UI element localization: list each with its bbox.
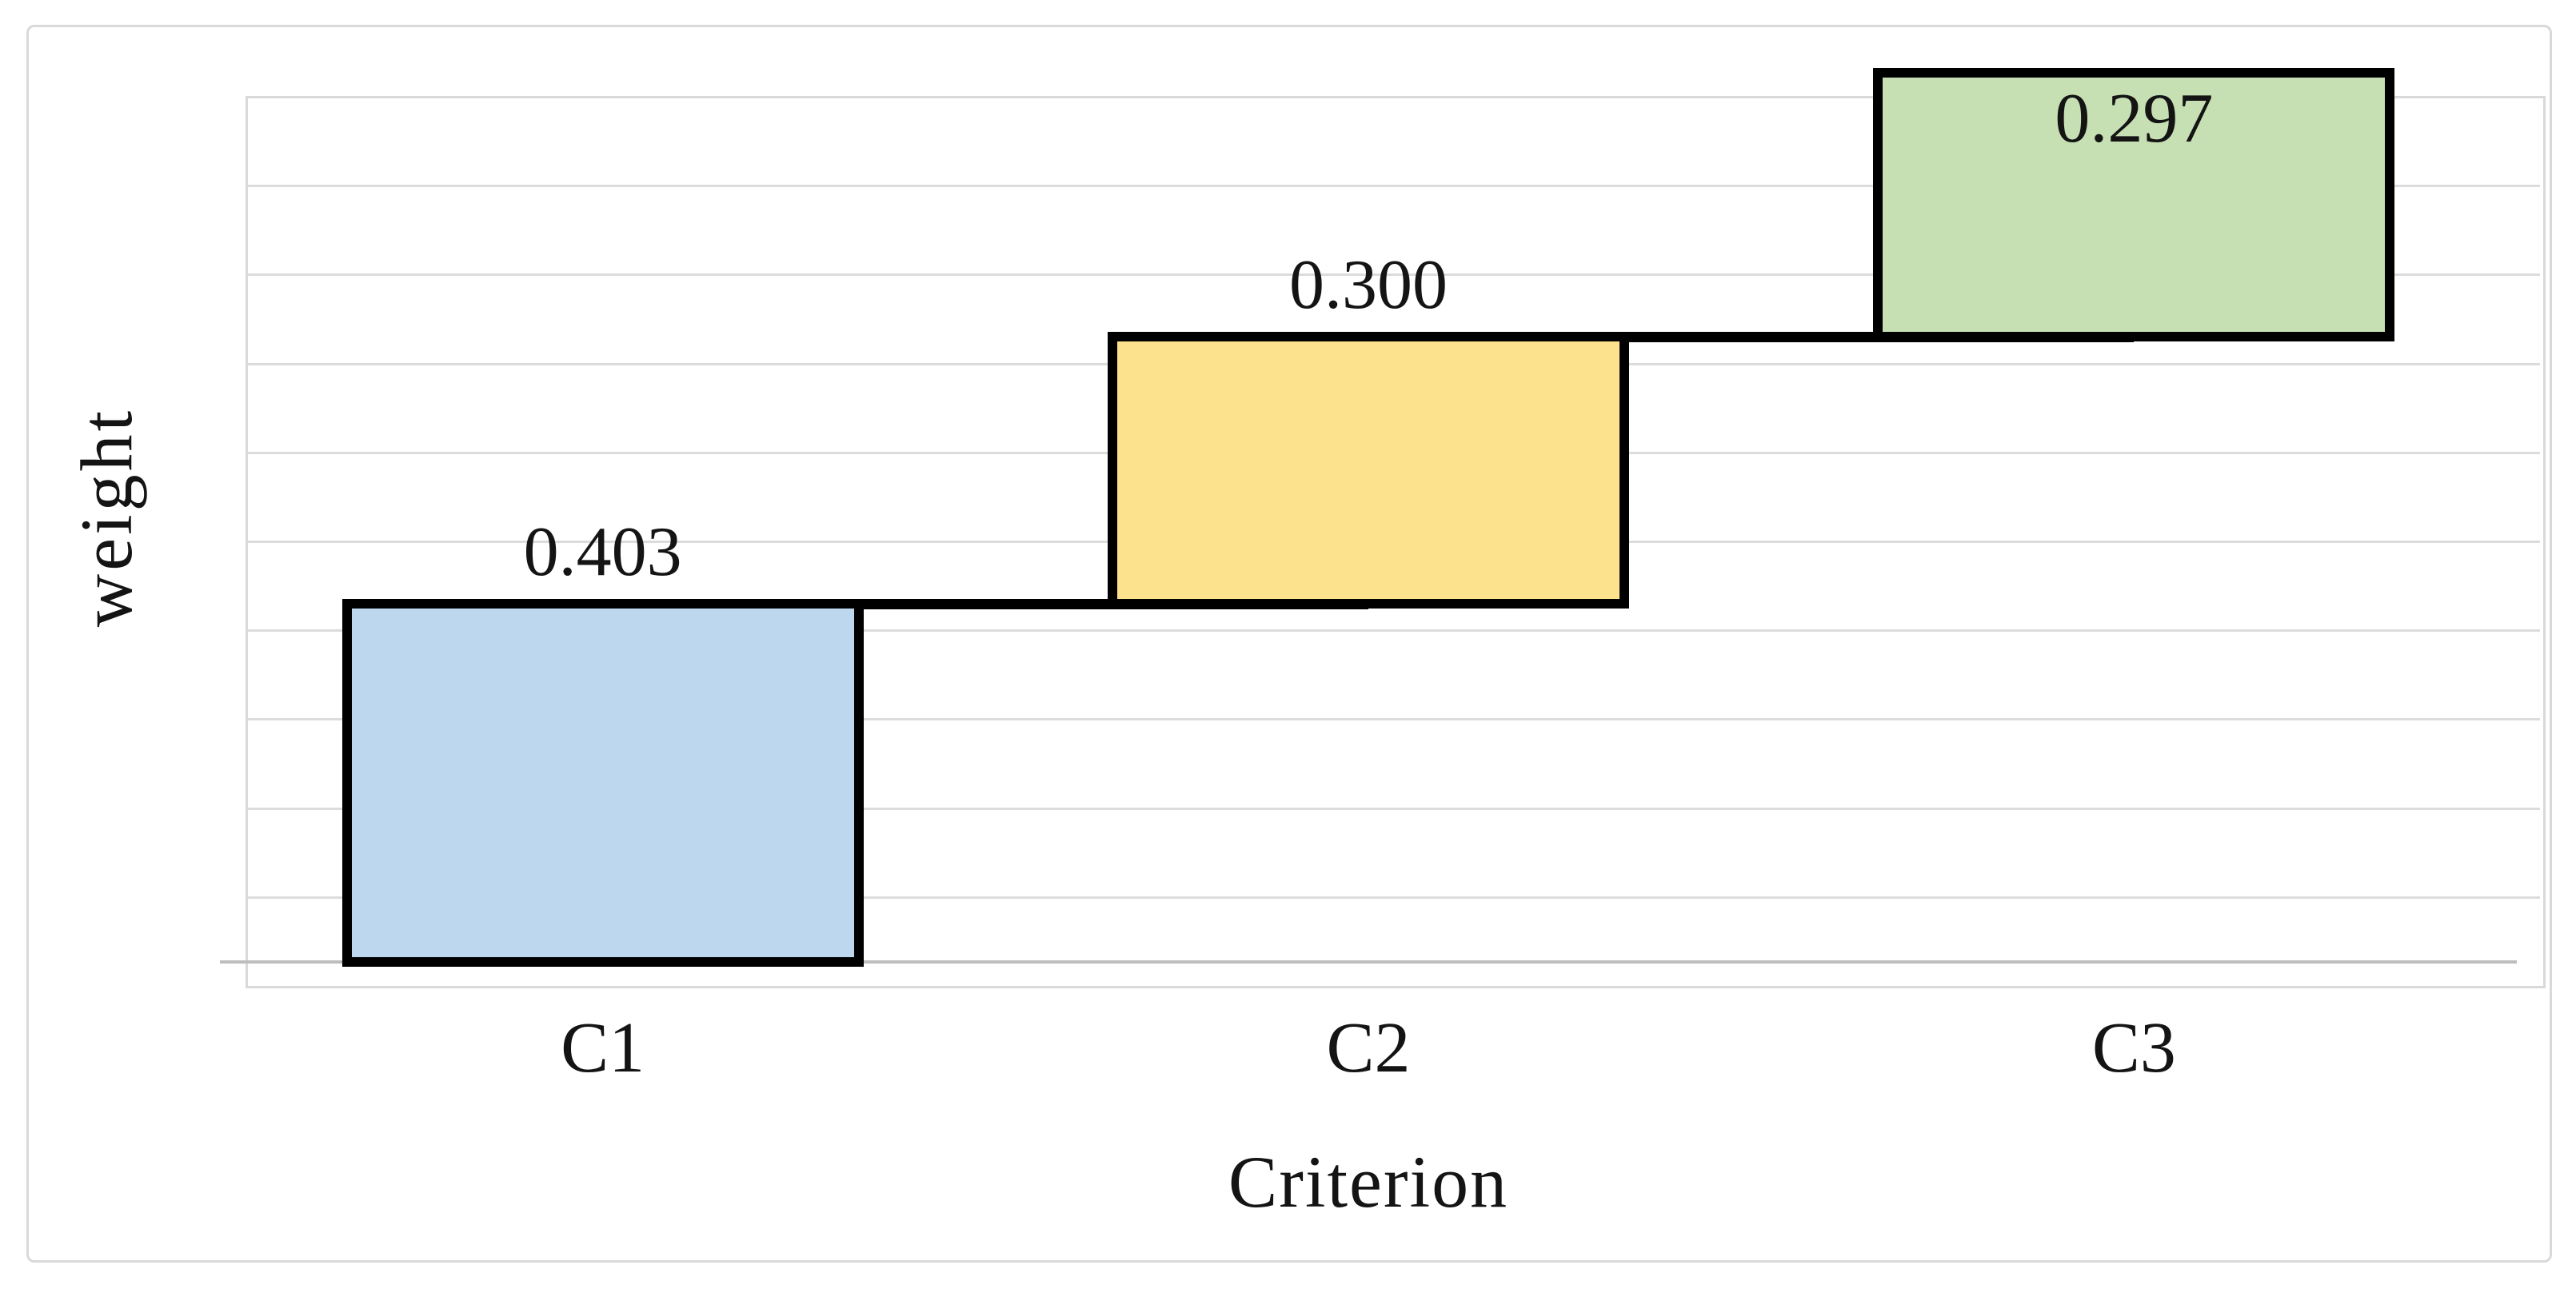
gridline xyxy=(248,185,2540,187)
gridline xyxy=(248,629,2540,632)
bar-c2 xyxy=(1108,332,1629,609)
bar-c1 xyxy=(341,598,864,967)
figure-border: 0.403 0.300 0.297 C1 C2 C3 Criterion wei… xyxy=(26,25,2552,1263)
gridline xyxy=(248,273,2540,276)
data-label-c3: 0.297 xyxy=(2055,80,2214,158)
x-axis-line xyxy=(220,960,2517,964)
y-axis-title: weight xyxy=(66,407,147,628)
gridline xyxy=(248,718,2540,720)
gridline xyxy=(248,896,2540,899)
x-tick-label-c3: C3 xyxy=(2091,1008,2176,1087)
x-tick-label-c1: C1 xyxy=(561,1008,645,1087)
data-label-c1: 0.403 xyxy=(523,513,682,591)
data-label-c2: 0.300 xyxy=(1289,246,1448,325)
bar-c3 xyxy=(1873,68,2395,342)
x-axis-title: Criterion xyxy=(1228,1141,1509,1223)
gridline xyxy=(248,808,2540,810)
x-tick-label-c2: C2 xyxy=(1326,1008,1411,1087)
